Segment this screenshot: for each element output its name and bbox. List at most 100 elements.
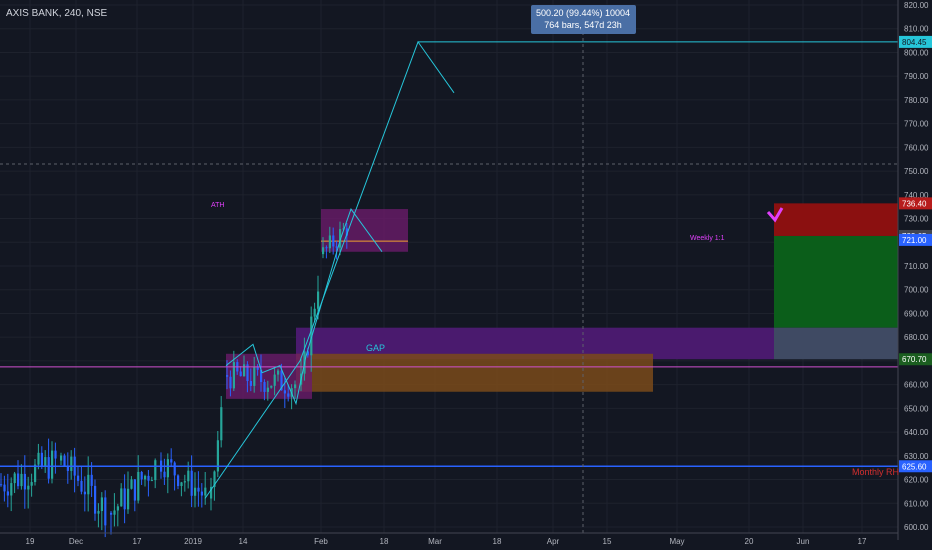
candle bbox=[197, 487, 200, 492]
candle bbox=[13, 473, 16, 484]
x-tick-label: 14 bbox=[239, 537, 248, 546]
target-zone-lower bbox=[774, 327, 898, 360]
candle bbox=[150, 480, 153, 482]
candle bbox=[113, 510, 116, 515]
candle bbox=[40, 452, 43, 466]
y-tick-label: 820.00 bbox=[904, 1, 929, 10]
candle bbox=[183, 481, 186, 483]
candle bbox=[116, 506, 119, 511]
y-tick-label: 620.00 bbox=[904, 476, 929, 485]
x-tick-label: 18 bbox=[380, 537, 389, 546]
y-tick-label: 610.00 bbox=[904, 499, 929, 508]
time-axis: 19 Dec 17 2019 14 Feb 18 Mar 18 Apr 15 May 20 Jun 17 bbox=[0, 532, 898, 546]
price-label-bg bbox=[899, 35, 932, 48]
candle bbox=[166, 459, 169, 478]
x-tick-label: Feb bbox=[314, 537, 328, 546]
y-tick-label: 790.00 bbox=[904, 72, 929, 81]
candle bbox=[232, 362, 235, 389]
candle bbox=[266, 387, 269, 392]
candle bbox=[313, 308, 316, 317]
candle bbox=[210, 486, 213, 499]
candle bbox=[137, 471, 140, 501]
stop-zone bbox=[774, 203, 898, 236]
x-tick-label: Mar bbox=[428, 537, 442, 546]
top-box bbox=[321, 209, 408, 252]
ath-label: ATH bbox=[211, 202, 224, 209]
x-tick-label: 15 bbox=[603, 537, 612, 546]
candle bbox=[144, 475, 147, 480]
candle bbox=[277, 370, 280, 375]
zones bbox=[226, 203, 898, 399]
candle bbox=[190, 470, 193, 496]
candle bbox=[322, 247, 325, 255]
candle bbox=[200, 491, 203, 496]
y-tick-label: 680.00 bbox=[904, 333, 929, 342]
candle bbox=[180, 482, 183, 486]
y-tick-label: 650.00 bbox=[904, 404, 929, 413]
candle bbox=[187, 470, 190, 482]
x-tick-label: 18 bbox=[493, 537, 502, 546]
x-tick-label: 20 bbox=[745, 537, 754, 546]
candle bbox=[6, 491, 9, 496]
candle bbox=[154, 460, 157, 481]
candle bbox=[342, 228, 345, 230]
price-label-bg bbox=[899, 197, 932, 210]
checkmark-icon bbox=[766, 207, 784, 223]
candle bbox=[246, 364, 249, 382]
grid bbox=[0, 0, 898, 533]
y-tick-label: 770.00 bbox=[904, 120, 929, 129]
price-label: 721.00 bbox=[902, 236, 927, 245]
candle bbox=[90, 474, 93, 486]
candle bbox=[127, 488, 130, 510]
measure-line2: 764 bars, 547d 23h bbox=[544, 20, 622, 30]
candle bbox=[133, 479, 136, 501]
candle bbox=[44, 457, 47, 466]
drawings bbox=[0, 20, 898, 533]
candle bbox=[213, 471, 216, 487]
candle bbox=[97, 511, 100, 514]
candle bbox=[104, 497, 107, 526]
zigzag-upper bbox=[305, 207, 383, 357]
candle bbox=[332, 235, 335, 247]
candle bbox=[306, 351, 309, 356]
candle bbox=[260, 369, 263, 383]
candle bbox=[66, 465, 69, 471]
measure-line1: 500.20 (99.44%) 10004 bbox=[536, 8, 630, 18]
price-label-bg bbox=[899, 353, 932, 366]
candle bbox=[310, 316, 313, 356]
price-label: 625.60 bbox=[902, 462, 927, 471]
candle bbox=[263, 382, 266, 392]
y-tick-label: 690.00 bbox=[904, 309, 929, 318]
y-tick-label: 780.00 bbox=[904, 96, 929, 105]
candle bbox=[239, 371, 242, 377]
candle bbox=[120, 488, 123, 507]
candle bbox=[140, 471, 143, 480]
candle bbox=[273, 374, 276, 386]
target-zone bbox=[774, 235, 898, 328]
y-tick-label: 640.00 bbox=[904, 428, 929, 437]
price-label-bg bbox=[899, 233, 932, 246]
price-axis: 600.00 610.00 620.00 630.00 640.00 650.00 660.… bbox=[897, 0, 932, 540]
candle bbox=[177, 475, 180, 486]
x-tick-label: 17 bbox=[858, 537, 867, 546]
candle bbox=[130, 479, 133, 489]
weekly-label: Weekly 1:1 bbox=[690, 235, 725, 242]
candle bbox=[194, 487, 197, 496]
candle bbox=[100, 497, 103, 512]
candle bbox=[256, 367, 259, 370]
candle bbox=[345, 228, 348, 236]
candle bbox=[325, 247, 328, 249]
candle bbox=[51, 450, 54, 479]
y-tick-label: 810.00 bbox=[904, 25, 929, 34]
y-tick-label: 630.00 bbox=[904, 452, 929, 461]
x-tick-label: 19 bbox=[26, 537, 35, 546]
y-tick-label: 710.00 bbox=[904, 262, 929, 271]
measure-tooltip: 500.20 (99.44%) 10004 764 bars, 547d 23h bbox=[531, 5, 636, 34]
y-tick-label: 750.00 bbox=[904, 167, 929, 176]
candle bbox=[335, 246, 338, 248]
candle bbox=[27, 485, 30, 490]
candle bbox=[204, 487, 207, 496]
candle bbox=[54, 450, 57, 459]
candle bbox=[123, 488, 126, 510]
